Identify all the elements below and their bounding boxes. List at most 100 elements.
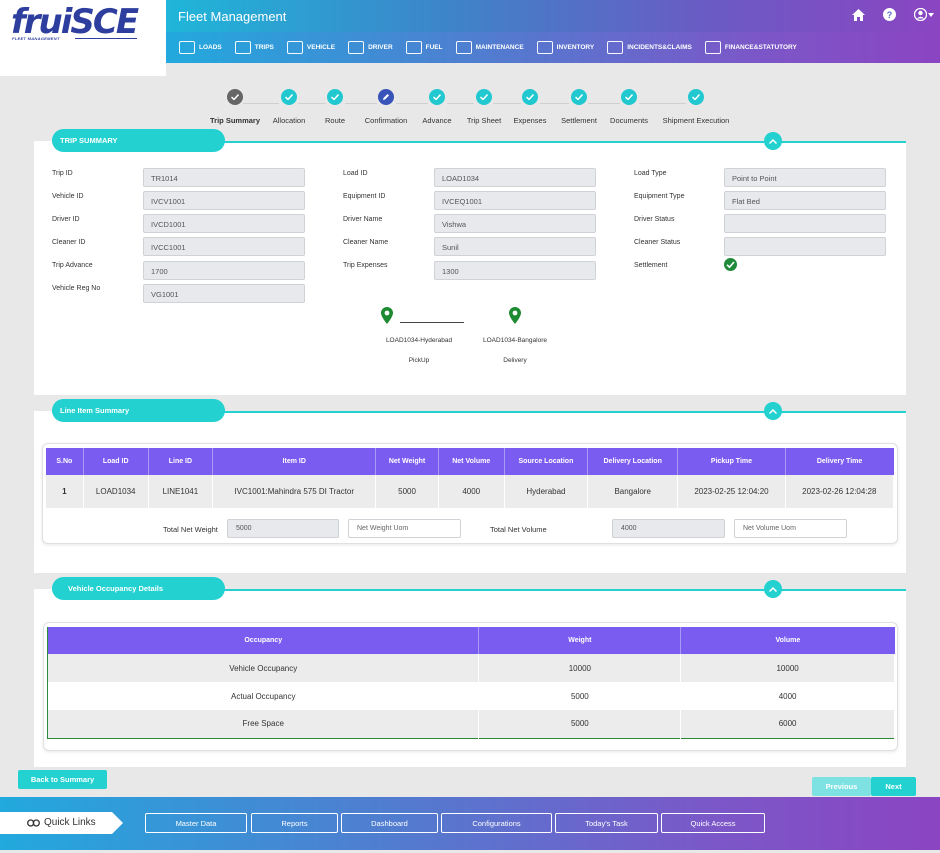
driver-id-field[interactable]: IVCD1001 <box>143 214 305 233</box>
nav-driver[interactable]: DRIVER <box>348 41 393 54</box>
occupancy-tab: Vehicle Occupancy Details <box>52 577 225 600</box>
step-trip-sheet[interactable]: Trip Sheet <box>449 89 519 125</box>
step-settlement[interactable]: Settlement <box>544 89 614 125</box>
col-occupancy: Occupancy <box>47 627 480 654</box>
load-id-field[interactable]: LOAD1034 <box>434 168 596 187</box>
col-net-volume: Net Volume <box>438 448 505 475</box>
trip-expenses-label: Trip Expenses <box>343 262 388 269</box>
nav-maintenance[interactable]: MAINTENANCE <box>455 41 524 54</box>
user-menu-icon[interactable] <box>914 8 934 21</box>
cleaner-name-label: Cleaner Name <box>343 239 389 246</box>
previous-button[interactable]: Previous <box>812 777 871 796</box>
step-trip-summary[interactable]: Trip Summary <box>200 89 270 125</box>
step-advance[interactable]: Advance <box>402 89 472 125</box>
delivery-type: Delivery <box>503 357 527 364</box>
panel-divider <box>52 589 906 591</box>
cell-weight: 10000 <box>478 654 682 682</box>
total-weight-field[interactable]: 5000 <box>227 519 339 538</box>
col-volume: Volume <box>680 627 895 654</box>
logo-subtitle: FLEET MANAGEMENT <box>12 36 60 41</box>
check-icon <box>476 89 492 105</box>
vehicle-reg-field[interactable]: VG1001 <box>143 284 305 303</box>
driver-name-field[interactable]: Vishwa <box>434 214 596 233</box>
step-connector <box>447 103 474 104</box>
cell-occupancy: Actual Occupancy <box>47 682 480 710</box>
col-item-id: Item ID <box>212 448 377 475</box>
step-expenses[interactable]: Expenses <box>495 89 565 125</box>
cell-net-weight: 5000 <box>375 475 439 508</box>
cell-occupancy: Free Space <box>47 710 480 738</box>
occupancy-card: Occupancy Weight Volume Vehicle Occupanc… <box>43 622 898 751</box>
nav-loads[interactable]: LOADS <box>179 41 222 54</box>
configurations-link[interactable]: Configurations <box>441 813 552 833</box>
nav-inventory[interactable]: INVENTORY <box>536 41 594 54</box>
step-allocation[interactable]: Allocation <box>254 89 324 125</box>
volume-uom-input[interactable]: Net Volume Uom <box>734 519 847 538</box>
step-documents[interactable]: Documents <box>594 89 664 125</box>
total-volume-field[interactable]: 4000 <box>612 519 725 538</box>
cleaner-status-label: Cleaner Status <box>634 239 681 246</box>
cell-load-id: LOAD1034 <box>83 475 149 508</box>
home-icon[interactable] <box>852 8 865 21</box>
panel-divider <box>52 411 906 413</box>
loads-icon <box>179 41 195 54</box>
wrench-icon <box>455 41 472 54</box>
nav-finance[interactable]: FINANCE&STATUTORY <box>704 41 797 54</box>
trips-icon <box>234 41 251 54</box>
chevron-up-icon <box>769 586 777 592</box>
logo-underline <box>75 38 137 39</box>
master-data-link[interactable]: Master Data <box>145 813 247 833</box>
quick-access-link[interactable]: Quick Access <box>661 813 765 833</box>
check-icon <box>227 89 243 105</box>
nav-incidents[interactable]: INCIDENTS&CLAIMS <box>607 41 692 54</box>
cleaner-id-field[interactable]: IVCC1001 <box>143 237 305 256</box>
step-confirmation[interactable]: Confirmation <box>351 89 421 125</box>
table-row[interactable]: 1 LOAD1034 LINE1041 IVC1001:Mahindra 575… <box>46 475 895 508</box>
cell-net-volume: 4000 <box>438 475 505 508</box>
cleaner-status-field[interactable] <box>724 237 886 256</box>
equipment-type-label: Equipment Type <box>634 193 685 200</box>
inventory-icon <box>536 41 553 54</box>
col-pickup-time: Pickup Time <box>677 448 786 475</box>
table-row: Free Space 5000 6000 <box>47 710 895 738</box>
pencil-icon <box>378 89 394 105</box>
trip-advance-field[interactable]: 1700 <box>143 261 305 280</box>
dashboard-link[interactable]: Dashboard <box>341 813 438 833</box>
equipment-id-field[interactable]: IVCEQ1001 <box>434 191 596 210</box>
collapse-button[interactable] <box>764 580 782 598</box>
step-route[interactable]: Route <box>300 89 370 125</box>
cell-item-id: IVC1001:Mahindra 575 DI Tractor <box>212 475 377 508</box>
weight-uom-input[interactable]: Net Weight Uom <box>348 519 461 538</box>
nav-vehicle[interactable]: VEHICLE <box>286 41 335 54</box>
driver-status-field[interactable] <box>724 214 886 233</box>
trip-id-field[interactable]: TR1014 <box>143 168 305 187</box>
help-icon[interactable]: ? <box>883 8 896 21</box>
cleaner-name-field[interactable]: Sunil <box>434 237 596 256</box>
step-shipment-execution[interactable]: Shipment Execution <box>661 89 731 125</box>
vehicle-id-field[interactable]: IVCV1001 <box>143 191 305 210</box>
collapse-button[interactable] <box>764 132 782 150</box>
driver-name-label: Driver Name <box>343 216 383 223</box>
nav-fuel[interactable]: FUEL <box>405 41 443 54</box>
collapse-button[interactable] <box>764 402 782 420</box>
logo[interactable]: fruiSCE FLEET MANAGEMENT <box>0 0 166 76</box>
equipment-type-field[interactable]: Flat Bed <box>724 191 886 210</box>
nav-trips[interactable]: TRIPS <box>234 41 274 54</box>
back-to-summary-button[interactable]: Back to Summary <box>18 770 107 789</box>
load-type-field[interactable]: Point to Point <box>724 168 886 187</box>
next-button[interactable]: Next <box>871 777 916 796</box>
line-item-panel: Line Item Summary S.No Load ID Line ID I… <box>34 399 906 573</box>
cell-occupancy: Vehicle Occupancy <box>47 654 480 682</box>
todays-task-link[interactable]: Today's Task <box>555 813 658 833</box>
load-id-label: Load ID <box>343 170 368 177</box>
panel-divider <box>52 141 906 143</box>
quick-links-panel <box>0 812 112 834</box>
quick-links-label[interactable]: Quick Links <box>27 817 96 828</box>
chevron-up-icon <box>769 408 777 414</box>
driver-icon <box>348 41 365 54</box>
occupancy-table: Occupancy Weight Volume Vehicle Occupanc… <box>47 627 895 739</box>
trip-id-label: Trip ID <box>52 170 73 177</box>
cell-volume: 4000 <box>680 682 895 710</box>
reports-link[interactable]: Reports <box>251 813 338 833</box>
trip-expenses-field[interactable]: 1300 <box>434 261 596 280</box>
